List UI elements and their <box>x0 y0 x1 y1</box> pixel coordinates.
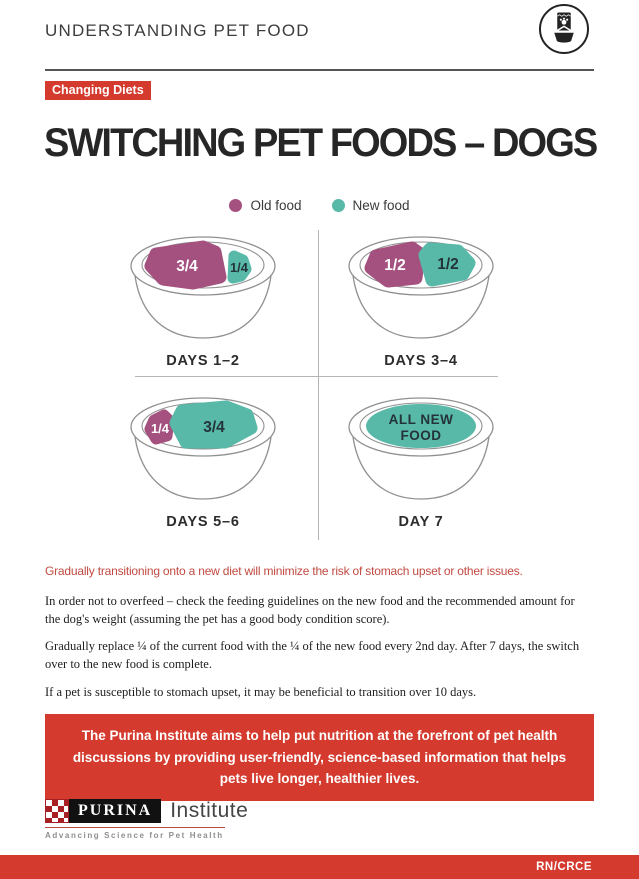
old-fraction-label: 3/4 <box>176 258 198 275</box>
footer-bar: RN/CRCE <box>0 855 639 879</box>
page-title: SWITCHING PET FOODS – DOGS <box>44 121 598 165</box>
bowl-graphic: ALL NEW FOOD <box>348 397 494 500</box>
old-fraction-label: 1/4 <box>151 421 170 436</box>
logo-tagline: Advancing Science for Pet Health <box>45 831 224 840</box>
bowl-days-3-4: 1/2 1/2 DAYS 3–4 <box>326 226 516 369</box>
new-food-portion <box>169 400 258 449</box>
new-food-portion <box>227 250 252 284</box>
logo-divider <box>45 827 225 828</box>
legend-new-label: New food <box>352 198 410 213</box>
purina-wordmark: PURINA <box>69 799 162 823</box>
legend-old-label: Old food <box>250 198 302 213</box>
new-fraction-label: 1/4 <box>230 260 249 275</box>
all-new-food-line1: ALL NEW <box>389 412 454 427</box>
new-fraction-label: 1/2 <box>437 256 459 273</box>
bowl-caption: DAY 7 <box>398 514 444 530</box>
body-copy: In order not to overfeed – check the fee… <box>45 592 590 701</box>
legend-item-old-food: Old food <box>229 198 302 213</box>
purina-institute-info-box: The Purina Institute aims to help put nu… <box>45 714 594 801</box>
pet-food-bag-and-bowl-icon <box>539 4 589 54</box>
bowl-caption: DAYS 3–4 <box>384 353 458 369</box>
paragraph-replace: Gradually replace ¼ of the current food … <box>45 639 580 672</box>
old-food-portion <box>144 409 175 445</box>
legend: Old food New food <box>0 198 639 213</box>
old-fraction-label: 1/2 <box>384 257 406 274</box>
legend-item-new-food: New food <box>331 198 410 213</box>
bowl-days-1-2: 3/4 1/4 DAYS 1–2 <box>108 226 298 369</box>
new-food-portion <box>418 242 476 287</box>
new-food-swatch <box>331 199 345 212</box>
purina-checkerboard-icon <box>45 799 69 823</box>
bowl-days-5-6: 1/4 3/4 DAYS 5–6 <box>108 387 298 530</box>
all-new-food-line2: FOOD <box>401 428 442 443</box>
old-food-portion <box>364 241 426 288</box>
bowl-day-7: ALL NEW FOOD DAY 7 <box>326 387 516 530</box>
pet-food-icon-graphic <box>554 12 574 43</box>
new-food-portion <box>366 404 476 448</box>
section-badge: Changing Diets <box>45 81 151 100</box>
bowl-caption: DAYS 1–2 <box>166 353 240 369</box>
bowl-caption: DAYS 5–6 <box>166 514 240 530</box>
page-header-title: UNDERSTANDING PET FOOD <box>45 21 310 40</box>
new-fraction-label: 3/4 <box>203 419 225 436</box>
header-divider <box>45 69 594 71</box>
grid-divider-horizontal <box>135 376 498 377</box>
institute-wordmark: Institute <box>170 799 249 822</box>
bowl-graphic: 1/4 3/4 <box>130 397 276 500</box>
grid-divider-vertical <box>318 230 319 540</box>
bowl-graphic: 3/4 1/4 <box>130 236 276 339</box>
old-food-portion <box>144 240 227 290</box>
paragraph-overfeed: In order not to overfeed – check the fee… <box>45 594 575 627</box>
purina-institute-logo: PURINA Institute Advancing Science for P… <box>45 799 248 840</box>
bowl-graphic: 1/2 1/2 <box>348 236 494 339</box>
highlight-sentence: Gradually transitioning onto a new diet … <box>45 564 523 578</box>
footer-code: RN/CRCE <box>536 861 592 873</box>
old-food-swatch <box>229 199 243 212</box>
paragraph-susceptible: If a pet is susceptible to stomach upset… <box>45 684 477 699</box>
